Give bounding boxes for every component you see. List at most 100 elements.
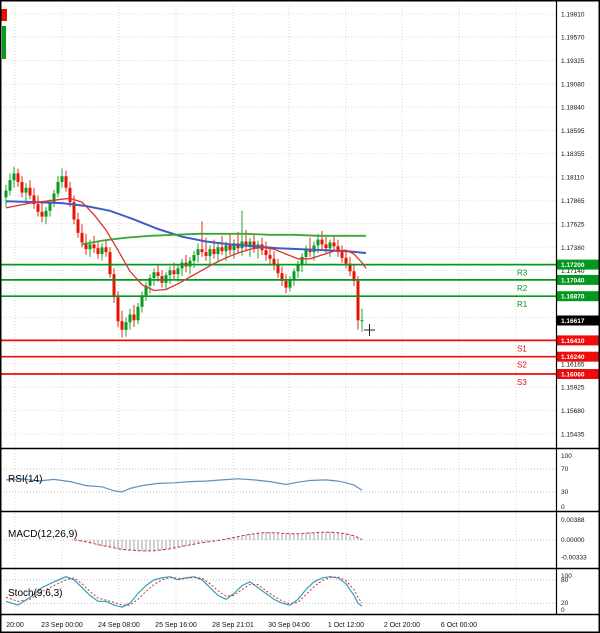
artifact-green-mark	[2, 26, 6, 59]
candle-body	[120, 321, 124, 330]
candle-body	[356, 280, 360, 321]
candle-body	[292, 271, 296, 279]
price-box-1.16410	[557, 335, 600, 346]
candle-body	[216, 247, 220, 254]
candle-body	[300, 256, 304, 265]
candle-body	[80, 232, 84, 243]
candle-body	[176, 268, 180, 275]
candle-body	[180, 262, 184, 269]
price-box-1.16060	[557, 369, 600, 379]
candle-body	[360, 320, 364, 322]
price-tick-label: 1.18840	[561, 105, 585, 112]
ma-fast-red	[5, 197, 367, 292]
candle-body	[16, 173, 20, 182]
price-box-1.16240	[557, 351, 600, 362]
candle-body	[24, 187, 28, 193]
level-label-S2: S2	[517, 361, 527, 370]
ma-mid-green	[81, 232, 366, 246]
candle-body	[268, 255, 272, 259]
price-tick-label: 1.17625	[561, 221, 585, 228]
price-axis-layer: 1.19810 1.19570 1.19325 1.19080 1.18840 1.185…	[557, 12, 600, 439]
candle-body	[100, 247, 104, 254]
candle-body	[252, 241, 256, 249]
price-box-label: 1.16240	[561, 354, 585, 361]
candle-body	[280, 273, 284, 281]
candle-body	[344, 257, 348, 264]
price-box-label: 1.17040	[561, 277, 585, 284]
rsi-line	[5, 478, 363, 493]
candle-body	[144, 285, 148, 296]
time-label: 20:00	[6, 622, 24, 629]
candle-body	[188, 260, 192, 267]
price-tick-label: 1.18110	[561, 175, 584, 182]
time-label: 25 Sep 16:00	[155, 622, 197, 629]
candle-body	[328, 242, 332, 249]
candle-body	[264, 250, 268, 255]
candle-body	[340, 252, 344, 258]
markers-layer	[0, 9, 375, 336]
price-tick-label: 1.17140	[561, 268, 585, 275]
candle-body	[220, 247, 224, 252]
candle-body	[308, 249, 312, 253]
level-label-S1: S1	[517, 344, 527, 353]
candle-body	[172, 270, 176, 275]
price-tick-label: 1.19325	[561, 58, 585, 65]
candle-body	[288, 279, 292, 288]
candle-body	[52, 193, 56, 204]
candle-body	[284, 280, 288, 288]
candle-body	[12, 173, 16, 181]
stoch-d-line	[5, 576, 363, 606]
price-box-1.16617	[557, 315, 600, 326]
candle-body	[276, 265, 280, 274]
candle-body	[244, 241, 248, 247]
candle-body	[200, 249, 204, 253]
candle-body	[128, 314, 132, 323]
candle-body	[72, 202, 76, 220]
time-label: 6 Oct 00:00	[441, 622, 477, 629]
rsi-axis-label: 30	[561, 489, 569, 496]
price-tick-label: 1.19570	[561, 35, 585, 42]
time-label: 30 Sep 04:00	[268, 622, 310, 629]
candle-body	[56, 182, 60, 194]
candle-body	[4, 190, 8, 198]
candle-body	[88, 244, 92, 250]
price-box-label: 1.16870	[561, 294, 585, 301]
candle-body	[168, 270, 172, 276]
level-label-R2: R2	[517, 284, 528, 293]
candle-body	[96, 248, 100, 254]
candle-body	[224, 245, 228, 252]
price-tick-label: 1.17380	[561, 245, 585, 252]
price-box-label: 1.16410	[561, 338, 585, 345]
rsi-panel-label: RSI(14)	[8, 474, 42, 485]
candle-body	[28, 187, 32, 196]
time-axis-layer: 20:00 23 Sep 00:00 24 Sep 08:00 25 Sep 16:0…	[6, 622, 477, 629]
stoch-axis-label: 100	[561, 573, 572, 580]
rsi-axis-label: 0	[561, 504, 565, 511]
stoch-axis-label: 20	[561, 600, 569, 607]
price-box-label: 1.16060	[561, 372, 585, 379]
price-tick-label: 1.19810	[561, 12, 585, 19]
stoch-axis-label: 80	[561, 577, 569, 584]
candle-body	[352, 271, 356, 281]
candle-body	[124, 322, 128, 330]
stoch-axis-label: 0	[561, 607, 565, 614]
stoch-k-line	[5, 576, 363, 608]
candle-body	[48, 203, 52, 211]
grid-layer	[0, 6, 556, 614]
stoch-panel-label: Stoch(9,6,3)	[8, 588, 62, 599]
price-tick-label: 1.15435	[561, 432, 585, 439]
macd-panel-label: MACD(12,26,9)	[8, 529, 77, 540]
candle-body	[196, 249, 200, 255]
macd-axis-label: 0.00000	[561, 537, 585, 544]
candle-body	[108, 252, 112, 275]
price-tick-label: 1.16165	[561, 361, 585, 368]
price-tick-label: 1.15680	[561, 408, 585, 415]
price-box-label: 1.16617	[561, 318, 585, 325]
candle-body	[348, 263, 352, 272]
price-tick-label: 1.18355	[561, 151, 585, 158]
time-label: 28 Sep 21:01	[212, 622, 254, 629]
